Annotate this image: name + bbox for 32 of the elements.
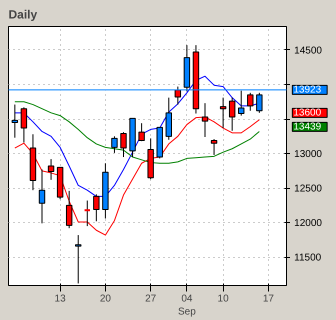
x-tick-label: 17 (262, 294, 274, 304)
text: 13600 (293, 107, 322, 118)
x-tick-label: 04 Sep (178, 294, 196, 318)
candlestick (120, 132, 127, 158)
candlestick (111, 136, 118, 154)
candlestick (256, 92, 263, 114)
text: 13439 (293, 121, 322, 132)
candlestick (174, 86, 182, 106)
candlestick (12, 104, 18, 138)
x-tick-label: 27 (145, 294, 157, 304)
y-tick-label: 12500 (294, 184, 322, 195)
candlestick (38, 168, 46, 224)
candlestick (93, 194, 100, 222)
x-tick-label: 10 (218, 294, 230, 304)
line-series (14, 101, 260, 164)
candlestick (166, 97, 172, 140)
y-tick-label: 11500 (294, 252, 322, 264)
ref-line-label: 13923 (293, 84, 322, 96)
y-tick-label: 12000 (294, 218, 322, 230)
candlestick (75, 234, 82, 284)
x-tick-label: 20 (100, 294, 112, 304)
candlestick (48, 158, 54, 180)
chart-title: Daily (8, 8, 38, 22)
candlestick (84, 200, 91, 227)
candlestick (66, 190, 72, 229)
candlestick (247, 92, 254, 112)
candlestick (138, 122, 145, 142)
y-tick-label: 13000 (294, 149, 322, 160)
line-series (14, 116, 260, 236)
candlestick (210, 138, 218, 156)
y-tick-label: 14500 (294, 45, 322, 56)
x-tick-label: 13 (54, 294, 66, 304)
